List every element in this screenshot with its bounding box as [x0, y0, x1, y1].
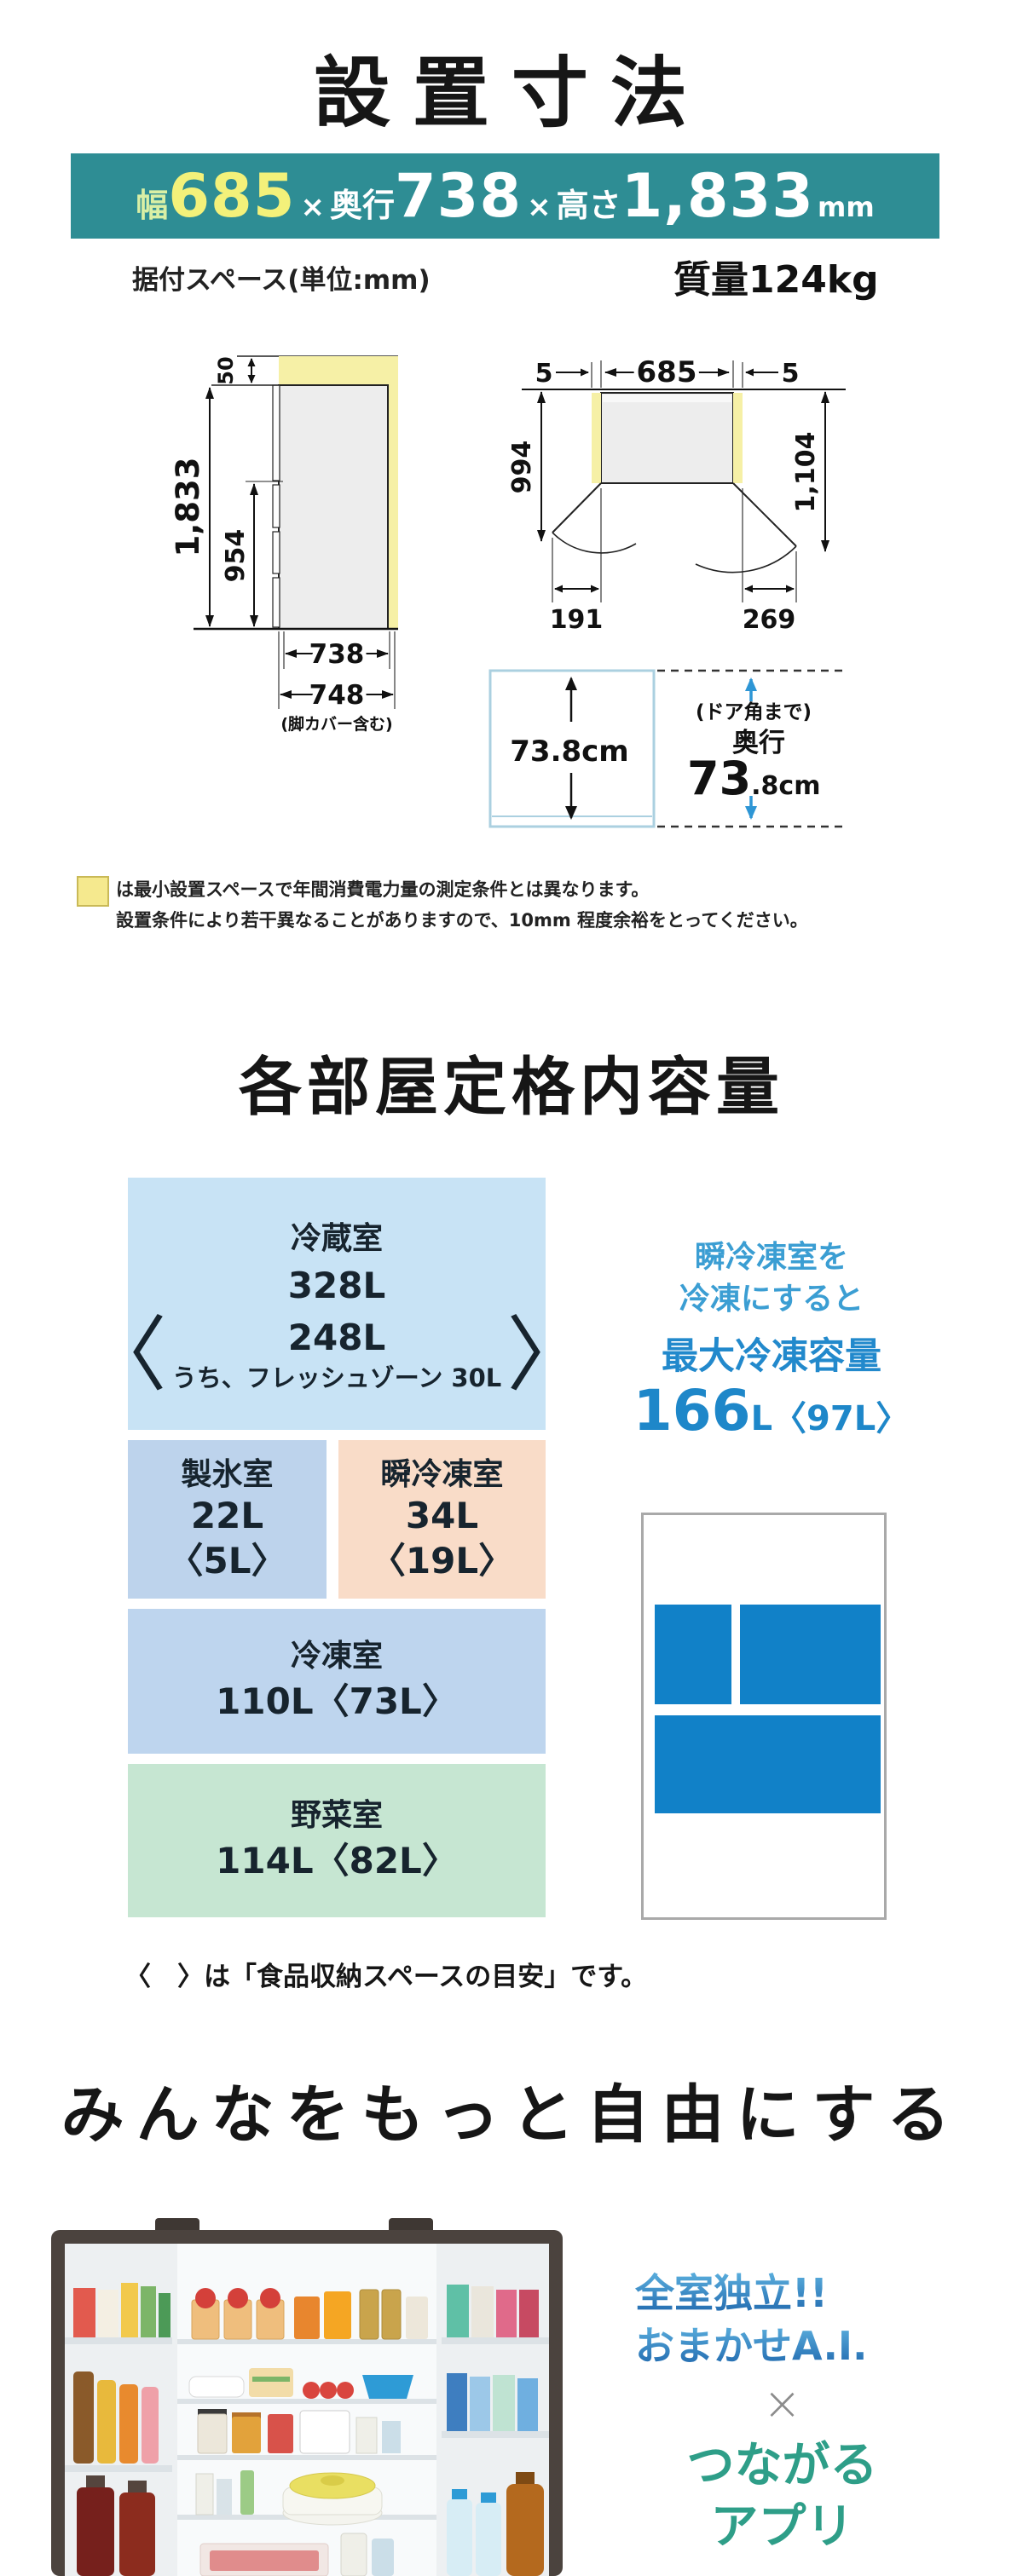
clearance-back-band — [388, 385, 398, 629]
install-note-1: は最小設置スペースで年間消費電力量の測定条件とは異なります。 — [116, 879, 650, 900]
ice-room-sub: 〈5L〉 — [167, 1539, 287, 1582]
max-freeze-value-suffix: L〈97L〉 — [750, 1399, 910, 1439]
quick-room-total: 34L — [405, 1495, 479, 1536]
fridge-top-body — [600, 392, 734, 484]
max-freeze-line3: 最大冷凍容量 — [662, 1335, 881, 1379]
ice-room-name: 製氷室 — [181, 1457, 274, 1492]
feature-ai-line2: おまかせA.I. — [635, 2320, 868, 2372]
dimensions-banner-text: 幅685 × 奥行738 × 高さ1,833 mm — [136, 166, 874, 226]
fridge-room-name: 冷蔵室 — [290, 1221, 383, 1256]
depth-word: 奥行 — [732, 728, 785, 758]
fridge-room-sub-total: 248L — [287, 1317, 386, 1358]
feature-caption: 全室独立!! おまかせA.I. × つながる アプリ — [635, 2267, 929, 2558]
capacity-box-vegetable: 野菜室 114L〈82L〉 — [128, 1764, 546, 1917]
installation-diagram: 50 1,833 954 738 748 (脚カバー含む) 5 — [170, 351, 846, 828]
veg-room-total: 114L〈82L〉 — [216, 1839, 458, 1882]
freeze-block-ice — [655, 1605, 731, 1704]
capacity-box-quick-freeze: 瞬冷凍室 34L 〈19L〉 — [338, 1440, 546, 1599]
max-freeze-value: 166L〈97L〉 — [631, 1383, 912, 1439]
install-note-2: 設置条件により若干異なることがありますので、10mm 程度余裕をとってください。 — [116, 910, 808, 931]
capacity-box-fridge: 冷蔵室 328L 〈 248L うち、フレッシュゾーン 30L 〉 — [85, 1178, 588, 1430]
dim-clearance-top: 50 — [214, 356, 238, 384]
dimensions-banner: 幅685 × 奥行738 × 高さ1,833 mm — [71, 153, 939, 239]
max-freeze-caption: 瞬冷凍室を 冷凍にすると 最大冷凍容量 166L〈97L〉 — [631, 1237, 912, 1439]
dim-clearance-left: 5 — [535, 359, 553, 389]
banner-width-value: 685 — [168, 161, 296, 231]
yellow-legend-swatch — [77, 876, 109, 907]
section-capacity-title: 各部屋定格内容量 — [239, 1051, 784, 1124]
feature-ai-line1: 全室独立!! — [635, 2267, 828, 2320]
dim-depth-right: 1,104 — [791, 432, 821, 513]
fridge-room-total: 328L — [287, 1265, 386, 1306]
banner-unit: mm — [818, 191, 875, 223]
freeze-block-freezer — [655, 1715, 881, 1813]
dim-clearance-right: 5 — [782, 359, 800, 389]
freeze-block-quick — [740, 1605, 881, 1704]
max-freeze-diagram — [641, 1513, 887, 1920]
freezer-room-total: 110L〈73L〉 — [216, 1680, 458, 1722]
ice-room-total: 22L — [190, 1495, 264, 1536]
depth-figure: 73.8cm (ドア角まで) 奥行 73.8cm — [488, 669, 846, 828]
max-freeze-line2: 冷凍にすると — [679, 1281, 864, 1317]
dim-depth-left: 994 — [507, 441, 537, 494]
max-freeze-value-number: 166 — [633, 1378, 751, 1444]
bracket-open: 〈 — [84, 1307, 167, 1403]
banner-times-2: × — [527, 190, 552, 224]
banner-height-label: 高さ — [556, 187, 621, 224]
banner-width-label: 幅 — [136, 187, 169, 224]
freezer-room-name: 冷凍室 — [290, 1639, 383, 1674]
install-space-label: 据付スペース(単位:mm) — [132, 265, 431, 296]
feature-cross: × — [762, 2377, 802, 2431]
dim-width: 685 — [637, 355, 697, 389]
dim-lower-height: 954 — [221, 529, 251, 583]
weight-label: 質量124kg — [673, 258, 879, 302]
dim-door-left: 191 — [550, 605, 604, 635]
banner-times-1: × — [300, 190, 325, 224]
depth-value-big: 73 — [687, 752, 751, 805]
quick-room-name: 瞬冷凍室 — [380, 1457, 504, 1492]
capacity-box-freezer: 冷凍室 110L〈73L〉 — [128, 1609, 546, 1754]
depth-value: 73.8cm — [687, 752, 820, 805]
fridge-side-body — [278, 384, 389, 630]
fridge-photo — [51, 2218, 563, 2576]
dim-depth: 738 — [309, 639, 365, 670]
bracket-close: 〉 — [506, 1307, 589, 1403]
dim-total-height: 1,833 — [170, 457, 206, 556]
capacity-box-ice: 製氷室 22L 〈5L〉 — [128, 1440, 327, 1599]
feature-app-line2: アプリ — [710, 2498, 854, 2555]
depth-door-note: (ドア角まで) — [696, 700, 812, 723]
quick-room-sub: 〈19L〉 — [369, 1539, 515, 1582]
side-view-diagram: 50 1,833 954 738 748 (脚カバー含む) — [170, 355, 398, 734]
top-view-diagram: 5 685 5 994 1,104 191 269 — [507, 351, 846, 635]
fridge-room-sub-note: うち、フレッシュゾーン 30L — [171, 1363, 502, 1392]
banner-depth-value: 738 — [394, 161, 523, 231]
max-freeze-line1: 瞬冷凍室を — [694, 1240, 848, 1275]
clearance-top-band — [279, 356, 398, 385]
dim-depth-total: 748 — [309, 680, 365, 711]
dim-door-right: 269 — [743, 605, 796, 635]
banner-height-value: 1,833 — [621, 161, 815, 231]
dim-depth-note: (脚カバー含む) — [280, 714, 392, 734]
section-feature-title: みんなをもっと自由にする — [61, 2078, 962, 2152]
fridge-items — [73, 2283, 544, 2576]
veg-room-name: 野菜室 — [290, 1798, 383, 1834]
banner-depth-label: 奥行 — [329, 187, 395, 224]
capacity-note: 〈 〉は「食品収納スペースの目安」です。 — [124, 1962, 648, 1992]
section-installation-title: 設置寸法 — [314, 49, 709, 138]
depth-inner-label: 73.8cm — [510, 735, 628, 769]
feature-app-line1: つながる — [686, 2438, 878, 2494]
depth-value-small: .8cm — [751, 771, 820, 801]
